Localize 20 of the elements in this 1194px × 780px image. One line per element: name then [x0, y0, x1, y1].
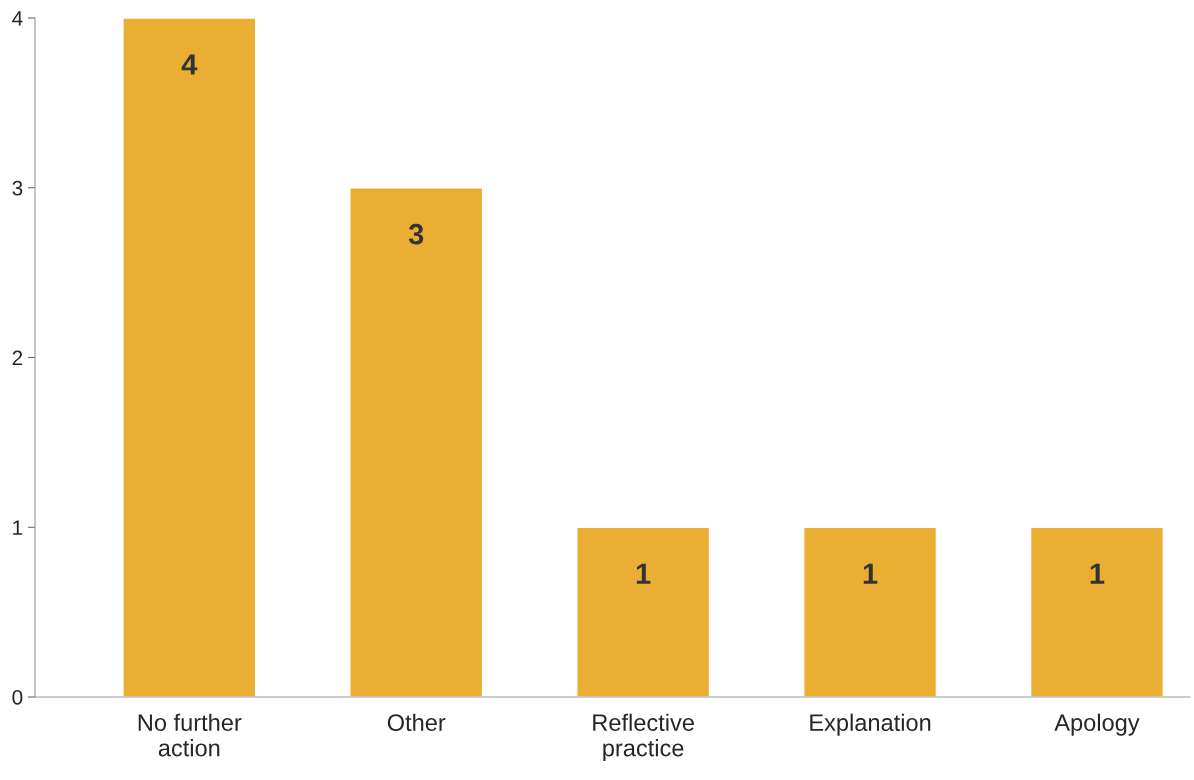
x-tick-label: No further action — [138, 713, 242, 757]
bar — [122, 18, 257, 697]
x-tick-label: Other — [387, 713, 446, 732]
x-tick-label: Reflective practice — [593, 713, 694, 762]
y-tick-label: 1 — [13, 520, 23, 535]
data-label: 1 — [636, 563, 651, 584]
x-tick-label: Explanation — [810, 713, 931, 736]
data-label: 4 — [181, 54, 198, 75]
bar — [1029, 526, 1165, 697]
data-label: 1 — [863, 563, 878, 584]
bar — [349, 187, 484, 697]
y-tick-label: 4 — [12, 11, 23, 26]
y-tick-label: 2 — [12, 350, 23, 366]
y-tick-label: 3 — [12, 180, 23, 196]
bar — [576, 526, 711, 697]
y-tick-label: 0 — [12, 690, 23, 705]
data-label: 3 — [408, 223, 424, 245]
x-tick-label: Apology — [1054, 713, 1140, 736]
bar — [802, 526, 938, 697]
data-label: 1 — [1090, 563, 1105, 584]
